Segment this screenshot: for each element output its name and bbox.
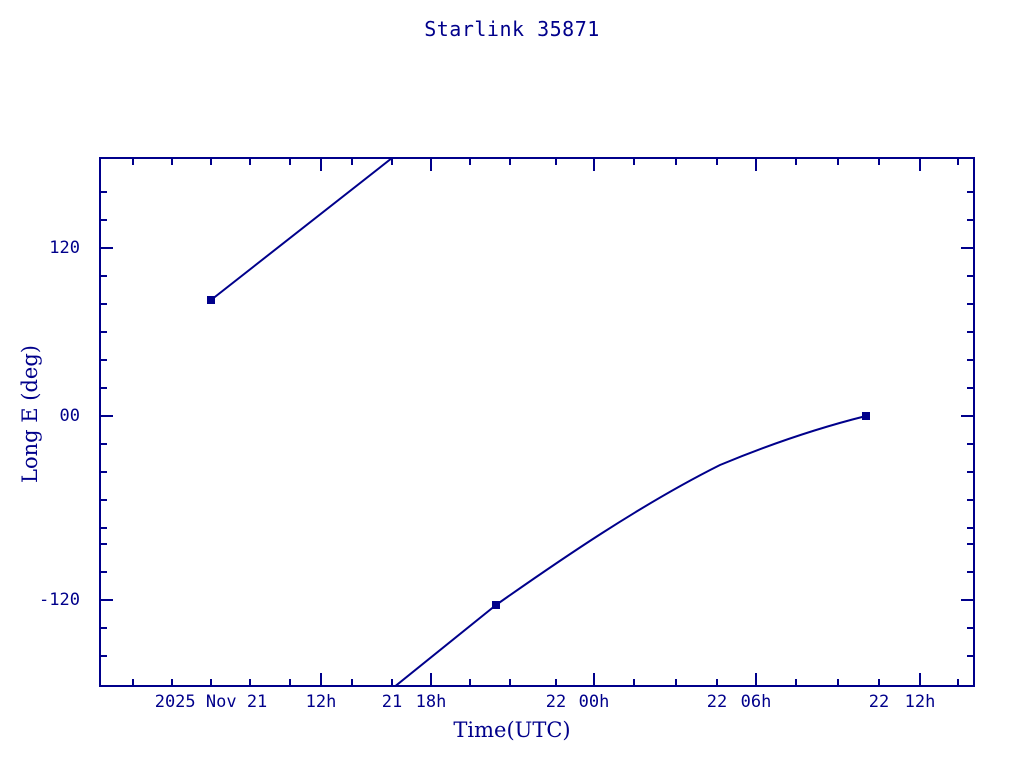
data-point-marker	[492, 601, 500, 609]
x-tick-label-3: 18h	[415, 692, 447, 712]
series-line-1	[210, 158, 394, 301]
y-tick-label-neg120: -120	[39, 590, 80, 610]
y-tick-label-120: 120	[49, 238, 80, 258]
x-tick-label-1: 12h	[305, 692, 337, 712]
x-tick-label-6: 22	[706, 692, 728, 712]
x-tick-label-4: 22	[545, 692, 567, 712]
data-point-marker	[207, 296, 215, 304]
x-tick-label-0: 2025 Nov 21	[154, 692, 268, 712]
data-point-marker	[862, 412, 870, 420]
x-tick-label-7: 06h	[740, 692, 772, 712]
series-line-2	[393, 415, 867, 686]
x-tick-label-9: 12h	[904, 692, 936, 712]
y-axis-ticks	[100, 191, 974, 657]
x-tick-label-5: 00h	[578, 692, 610, 712]
x-tick-label-8: 22	[868, 692, 890, 712]
plot-frame	[99, 157, 975, 687]
x-axis-ticks	[132, 158, 959, 686]
y-tick-label-0: 00	[59, 406, 80, 426]
x-axis-label: Time(UTC)	[453, 718, 571, 742]
x-tick-label-2: 21	[381, 692, 403, 712]
chart-title: Starlink 35871	[424, 17, 600, 41]
